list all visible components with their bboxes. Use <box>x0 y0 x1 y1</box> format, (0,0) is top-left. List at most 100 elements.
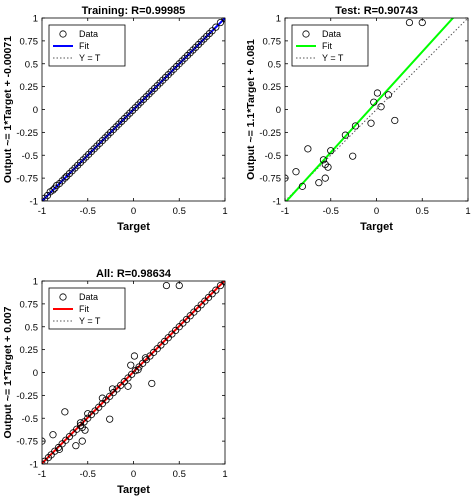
data-point <box>79 156 87 164</box>
x-tick-label: 0.5 <box>173 469 186 480</box>
data-point <box>178 57 186 65</box>
data-point <box>65 432 74 441</box>
axes-frame <box>284 17 469 202</box>
y-tick-label: 0.75 <box>20 299 39 310</box>
data-point <box>164 334 172 342</box>
data-point <box>123 112 131 120</box>
axes-frame <box>41 280 226 465</box>
x-tick-label: 0 <box>374 206 379 217</box>
chart-title: Test: R=0.90743 <box>335 5 418 17</box>
data-point <box>159 76 167 84</box>
data-point <box>161 337 169 345</box>
data-point <box>69 429 77 437</box>
y-tick-label: -0.5 <box>22 414 38 425</box>
data-point <box>55 180 63 188</box>
data-point <box>167 68 175 76</box>
data-point <box>71 164 79 172</box>
data-point <box>124 374 132 382</box>
data-point <box>141 354 149 362</box>
chart-title: Training: R=0.99985 <box>82 5 186 17</box>
y-axis-label: Output ~= 1*Target + 0.007 <box>2 306 14 438</box>
data-point <box>58 177 66 185</box>
y-tick-label: -0.75 <box>16 437 38 448</box>
x-tick-label: 1 <box>465 206 470 217</box>
y-tick-label: 0.75 <box>263 36 282 47</box>
data-point <box>164 71 172 79</box>
data-point <box>172 62 181 71</box>
plot-content <box>285 18 468 201</box>
data-point <box>208 27 216 35</box>
data-point <box>183 51 192 60</box>
data-point <box>175 323 183 331</box>
data-point <box>171 326 180 335</box>
y-tick-label: 0 <box>276 105 281 116</box>
legend-entry: Fit <box>79 41 89 51</box>
legend-entry: Fit <box>322 41 332 51</box>
data-point <box>150 348 158 356</box>
plot-content <box>42 281 225 464</box>
data-point <box>327 147 335 155</box>
data-point <box>204 293 213 302</box>
y-tick-label: 1 <box>276 14 281 25</box>
data-point <box>131 104 139 112</box>
x-tick-label: -0.5 <box>80 206 96 217</box>
x-tick-label: -1 <box>38 206 46 217</box>
legend-marker-data <box>59 293 67 301</box>
data-point <box>82 153 90 161</box>
data-point <box>135 363 143 371</box>
data-point <box>106 392 114 400</box>
data-point <box>126 109 134 117</box>
y-tick-label: -0.25 <box>16 391 38 402</box>
x-tick-label: 1 <box>222 469 227 480</box>
data-point <box>153 345 161 353</box>
data-point <box>349 152 357 160</box>
data-point <box>212 286 220 294</box>
panel-all: All: R=0.98634 Target Output ~= 1*Target +… <box>2 268 228 496</box>
data-point <box>221 281 225 286</box>
data-point <box>84 414 92 422</box>
data-point <box>418 18 426 27</box>
data-point <box>157 341 165 349</box>
data-point <box>197 301 205 309</box>
data-point <box>106 415 114 423</box>
data-point <box>98 394 106 402</box>
y-tick-label: -0.25 <box>259 128 281 139</box>
data-point <box>62 436 70 444</box>
y-tick-label: 1 <box>33 277 38 288</box>
data-point <box>216 281 225 290</box>
data-point <box>42 437 46 445</box>
y-tick-label: -0.5 <box>265 151 281 162</box>
x-tick-label: -1 <box>38 469 46 480</box>
data-point <box>42 194 49 201</box>
data-point <box>150 84 159 93</box>
data-point <box>186 49 194 57</box>
data-point <box>72 442 80 450</box>
data-point <box>221 18 225 23</box>
data-point <box>65 169 74 178</box>
data-point <box>321 160 329 168</box>
data-point <box>61 174 69 182</box>
y-tick-label: 0.5 <box>25 59 38 70</box>
data-point <box>367 119 375 127</box>
data-point <box>321 174 329 182</box>
data-point <box>76 158 85 167</box>
data-point <box>216 18 225 27</box>
y-tick-label: 0 <box>33 105 38 116</box>
data-point <box>156 79 164 87</box>
data-point <box>175 60 183 68</box>
data-point <box>181 54 189 62</box>
data-point <box>205 29 214 38</box>
data-point <box>153 82 161 90</box>
y-tick-label: 0.5 <box>25 322 38 333</box>
y-tick-label: -1 <box>30 197 38 208</box>
data-point <box>137 98 145 106</box>
data-point <box>186 312 194 320</box>
data-point <box>113 385 121 393</box>
data-point <box>170 65 178 73</box>
y-tick-label: -0.75 <box>16 174 38 185</box>
data-point <box>98 137 106 145</box>
data-point <box>168 330 176 338</box>
y-tick-label: 1 <box>33 14 38 25</box>
data-point <box>315 179 323 187</box>
x-axis-label: Target <box>360 221 393 233</box>
